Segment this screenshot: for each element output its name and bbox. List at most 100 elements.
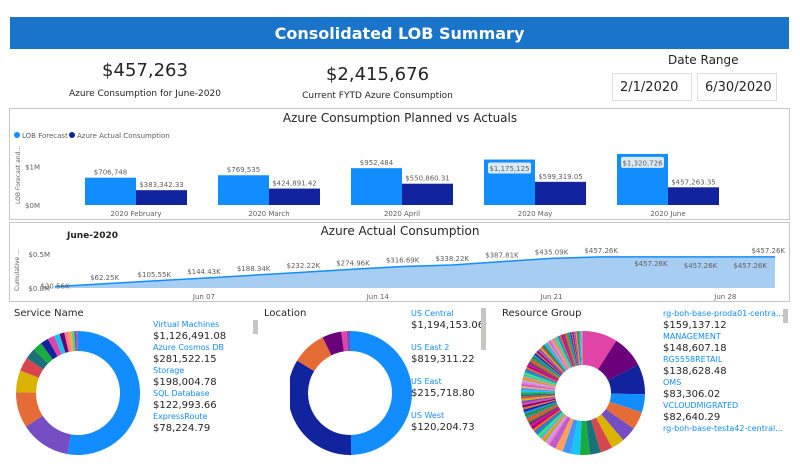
donut-slice[interactable]: [596, 414, 624, 448]
donut-slice[interactable]: [568, 332, 578, 366]
service-donut-chart[interactable]: [13, 328, 143, 458]
bar-actual[interactable]: [668, 187, 719, 205]
donut-slice[interactable]: [530, 358, 560, 379]
donut-slice[interactable]: [67, 331, 140, 455]
donut-slice[interactable]: [544, 415, 567, 444]
donut-slice[interactable]: [574, 331, 580, 366]
donut-slice[interactable]: [576, 331, 581, 366]
legend-item[interactable]: RG5558RETAIL $138,628.48: [663, 355, 783, 377]
donut-slice[interactable]: [528, 406, 560, 425]
donut-slice[interactable]: [531, 357, 561, 378]
date-range-end-input[interactable]: 6/30/2020: [697, 73, 777, 101]
donut-slice[interactable]: [582, 331, 583, 366]
donut-slice[interactable]: [525, 368, 558, 383]
donut-slice[interactable]: [521, 387, 556, 392]
donut-slice[interactable]: [522, 379, 556, 388]
donut-slice[interactable]: [538, 348, 564, 374]
donut-slice[interactable]: [598, 340, 639, 381]
donut-slice[interactable]: [522, 398, 556, 408]
bar-forecast[interactable]: [85, 177, 136, 205]
donut-slice[interactable]: [521, 385, 556, 391]
donut-slice[interactable]: [290, 360, 352, 455]
donut-slice[interactable]: [534, 353, 562, 376]
bar-forecast[interactable]: [351, 168, 402, 205]
donut-slice[interactable]: [537, 411, 564, 437]
donut-slice[interactable]: [579, 331, 582, 366]
donut-slice[interactable]: [565, 333, 576, 367]
donut-slice[interactable]: [68, 331, 74, 352]
donut-slice[interactable]: [591, 417, 613, 453]
legend-item[interactable]: Storage $198,004.78: [153, 366, 253, 388]
date-range-start-input[interactable]: 2/1/2020: [612, 73, 692, 101]
bar-actual[interactable]: [269, 188, 320, 205]
donut-slice[interactable]: [575, 331, 581, 366]
donut-slice[interactable]: [554, 337, 571, 369]
donut-slice[interactable]: [542, 414, 566, 442]
donut-slice[interactable]: [26, 349, 49, 370]
service-legend-scrollbar[interactable]: [253, 320, 258, 334]
donut-slice[interactable]: [552, 338, 570, 369]
donut-slice[interactable]: [531, 408, 561, 430]
donut-slice[interactable]: [561, 334, 575, 367]
donut-slice[interactable]: [521, 381, 556, 389]
legend-actual-label[interactable]: Azure Actual Consumption: [77, 132, 170, 140]
donut-slice[interactable]: [521, 393, 556, 397]
donut-slice[interactable]: [522, 399, 557, 410]
donut-slice[interactable]: [521, 392, 556, 395]
donut-slice[interactable]: [560, 334, 574, 367]
donut-slice[interactable]: [25, 415, 71, 455]
donut-slice[interactable]: [553, 337, 571, 369]
donut-slice[interactable]: [47, 335, 62, 357]
donut-slice[interactable]: [535, 411, 563, 435]
donut-slice[interactable]: [563, 333, 575, 367]
legend-forecast-label[interactable]: LOB Forecast: [22, 132, 68, 140]
donut-slice[interactable]: [549, 416, 571, 449]
donut-slice[interactable]: [580, 331, 583, 366]
legend-item[interactable]: MANAGEMENT $148,607.18: [663, 332, 783, 354]
planned-vs-actuals-panel[interactable]: Azure Consumption Planned vs Actuals LOB …: [9, 108, 790, 220]
donut-slice[interactable]: [539, 412, 565, 439]
donut-slice[interactable]: [540, 413, 565, 441]
donut-slice[interactable]: [546, 342, 567, 371]
donut-slice[interactable]: [557, 336, 572, 368]
donut-slice[interactable]: [346, 331, 350, 352]
donut-slice[interactable]: [579, 420, 590, 455]
legend-item[interactable]: US Central $1,194,153.06: [411, 309, 484, 331]
donut-slice[interactable]: [54, 333, 66, 355]
donut-slice[interactable]: [16, 370, 39, 393]
resource-group-donut-chart[interactable]: [518, 328, 648, 458]
legend-item[interactable]: US East 2 $819,311.22: [411, 343, 481, 365]
legend-item[interactable]: ExpressRoute $78,224.79: [153, 412, 253, 434]
donut-slice[interactable]: [521, 397, 556, 406]
donut-slice[interactable]: [550, 339, 570, 370]
legend-item[interactable]: Virtual Machines $1,126,491.08: [153, 320, 253, 342]
donut-slice[interactable]: [536, 350, 563, 375]
kpi-fytd-consumption[interactable]: $2,415,676 Current FYTD Azure Consumptio…: [290, 64, 465, 101]
donut-slice[interactable]: [537, 349, 564, 374]
donut-slice[interactable]: [542, 345, 566, 372]
bar-actual[interactable]: [402, 183, 453, 205]
donut-slice[interactable]: [529, 407, 560, 428]
legend-item[interactable]: US West $120,204.73: [411, 411, 481, 433]
donut-slice[interactable]: [572, 331, 579, 366]
legend-item[interactable]: Azure Cosmos DB $281,522.15: [153, 343, 253, 365]
legend-item[interactable]: SQL Database $122,993.66: [153, 389, 253, 411]
donut-slice[interactable]: [521, 394, 556, 399]
donut-slice[interactable]: [573, 331, 580, 366]
donut-slice[interactable]: [528, 361, 559, 380]
donut-slice[interactable]: [526, 365, 558, 382]
actual-consumption-panel[interactable]: Azure Actual Consumption June-2020 Cumulat…: [9, 222, 790, 302]
donut-slice[interactable]: [535, 351, 563, 376]
donut-slice[interactable]: [570, 332, 578, 366]
legend-item[interactable]: US East $215,718.80: [411, 377, 481, 399]
legend-item[interactable]: VCLOUDMIGRATED $82,640.29: [663, 401, 783, 423]
donut-slice[interactable]: [533, 354, 562, 377]
kpi-june-consumption[interactable]: $457,263 Azure Consumption for June-2020: [60, 60, 230, 99]
donut-slice[interactable]: [74, 331, 77, 352]
donut-slice[interactable]: [522, 375, 557, 387]
area-line[interactable]: [54, 256, 775, 288]
donut-slice[interactable]: [521, 383, 556, 390]
donut-slice[interactable]: [564, 333, 576, 367]
donut-slice[interactable]: [547, 415, 568, 446]
donut-slice[interactable]: [529, 360, 560, 379]
